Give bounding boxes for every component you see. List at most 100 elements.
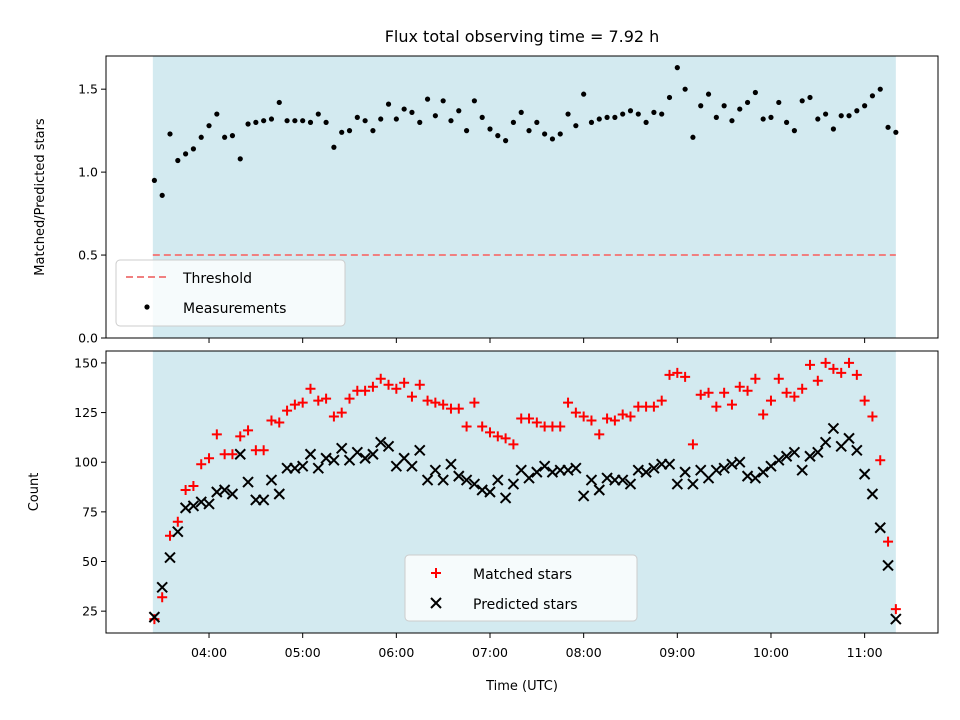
matched-star-point	[844, 357, 855, 368]
measurement-point	[237, 156, 243, 162]
measurement-point	[893, 129, 899, 135]
matched-star-point	[687, 439, 698, 450]
predicted-star-point	[757, 466, 769, 478]
matched-star-point	[742, 385, 753, 396]
measurement-point	[510, 119, 517, 125]
matched-star-point	[274, 417, 285, 428]
predicted-star-point	[882, 559, 894, 572]
measurement-point	[534, 119, 540, 125]
predicted-star-point	[577, 490, 590, 502]
measurement-point	[885, 124, 891, 130]
measurement-point	[307, 119, 314, 125]
measurement-point	[229, 133, 236, 139]
measurement-point	[214, 111, 220, 117]
x-tick-label: 07:00	[472, 645, 508, 660]
measurement-point	[503, 138, 509, 144]
measurement-point	[549, 136, 556, 142]
predicted-star-point	[874, 522, 886, 534]
matched-star-point	[711, 401, 722, 412]
predicted-star-point	[164, 551, 176, 564]
matched-star-point	[578, 411, 589, 422]
measurement-point	[846, 113, 852, 119]
matched-star-point	[563, 397, 574, 408]
matched-star-point	[524, 413, 535, 424]
predicted-star-point	[187, 500, 200, 512]
matched-star-point	[204, 453, 215, 464]
matched-star-point	[726, 399, 737, 410]
matched-star-point	[367, 381, 378, 392]
matched-star-point	[789, 391, 800, 402]
predicted-star-point	[257, 494, 270, 506]
predicted-star-point	[687, 478, 699, 490]
matched-star-point	[883, 536, 894, 547]
measurement-point	[604, 114, 610, 120]
measurement-point	[635, 111, 641, 117]
measurement-point	[627, 108, 634, 114]
matched-star-point	[211, 429, 222, 440]
measurement-point	[424, 96, 431, 102]
legend-box	[115, 259, 346, 327]
measurement-point	[323, 119, 329, 125]
measurement-point	[573, 123, 579, 129]
predicted-star-point	[437, 474, 449, 486]
matched-star-point	[758, 409, 769, 420]
measurement-point	[666, 94, 673, 101]
matched-star-point	[391, 383, 402, 394]
matched-star-point	[734, 381, 745, 392]
predicted-star-point	[406, 460, 418, 472]
measurement-point	[581, 91, 587, 97]
measurement-point	[799, 98, 805, 104]
bottom-panel-counts: 25 50 75 100 125 150 04:00 05:00 06:00 07:00 08:00…	[27, 350, 939, 694]
predicted-star-point	[234, 448, 246, 460]
predicted-star-point	[663, 458, 676, 470]
measurement-point	[362, 118, 368, 124]
measurement-point	[862, 103, 868, 109]
matched-star-point	[469, 397, 480, 408]
x-axis-label: Time (UTC)	[485, 679, 558, 694]
matched-star-point	[383, 379, 394, 390]
matched-star-point	[180, 485, 191, 496]
measurement-point	[620, 111, 626, 117]
legend: Matched stars Predicted stars	[404, 554, 638, 622]
predicted-star-point	[429, 464, 442, 476]
matched-star-point	[500, 433, 511, 444]
matched-star-point	[781, 387, 792, 398]
legend-measurements-label: Measurements	[183, 301, 286, 317]
legend-matched-swatch	[431, 568, 441, 578]
predicted-star-point	[679, 466, 691, 478]
predicted-star-point	[226, 488, 239, 500]
measurement-point	[854, 108, 860, 114]
predicted-star-point	[156, 581, 168, 594]
matched-star-point	[820, 357, 831, 368]
measurement-point	[417, 119, 423, 125]
matched-star-point	[750, 373, 761, 384]
measurement-point	[206, 123, 212, 129]
measurement-point	[752, 89, 758, 96]
predicted-star-point	[367, 448, 379, 460]
measurement-point	[705, 91, 712, 97]
predicted-star-point	[421, 474, 434, 486]
matched-star-point	[797, 383, 808, 394]
measurement-point	[151, 177, 157, 184]
matched-star-point	[695, 389, 706, 400]
measurement-point	[159, 192, 165, 198]
axes-frame	[105, 350, 939, 634]
matched-star-point	[414, 379, 425, 390]
matched-star-point	[664, 369, 675, 380]
y-tick-label: 1.5	[78, 82, 98, 97]
measurement-point	[643, 119, 649, 125]
measurement-point	[393, 116, 399, 122]
predicted-star-point	[819, 436, 832, 449]
measurement-point	[542, 131, 548, 137]
matched-star-point	[336, 407, 347, 418]
predicted-star-point	[851, 444, 863, 457]
x-tick-label: 10:00	[753, 645, 789, 660]
matched-star-point	[196, 459, 207, 470]
matched-star-point	[508, 439, 519, 450]
x-tick-label: 06:00	[378, 645, 414, 660]
matched-star-point	[851, 369, 862, 380]
matched-star-point	[805, 359, 815, 370]
measurement-point	[588, 119, 595, 125]
matched-star-point	[235, 431, 246, 442]
matched-star-point	[328, 411, 339, 422]
